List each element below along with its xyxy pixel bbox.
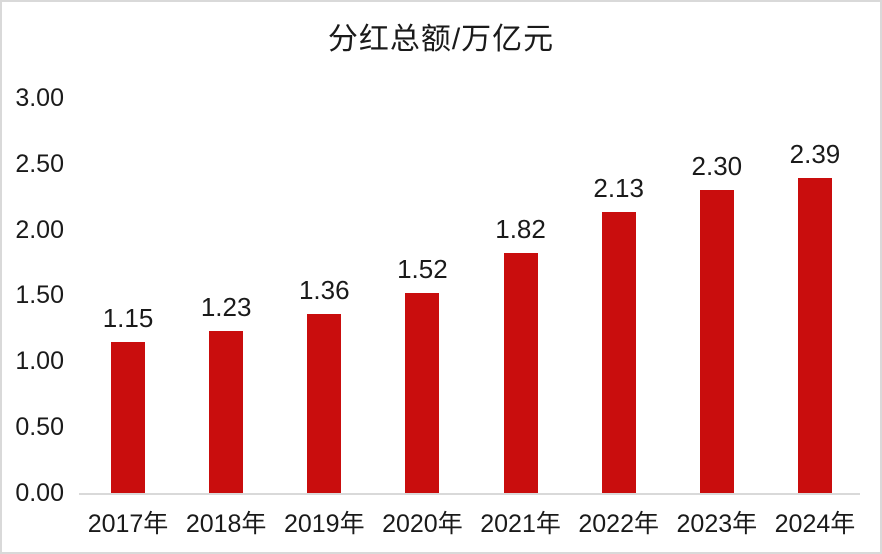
- y-axis-tick-label: 1.00: [15, 347, 64, 376]
- bar-value-label: 2.13: [593, 173, 644, 204]
- bar-value-label: 1.52: [397, 253, 448, 284]
- x-axis-line: [79, 493, 860, 495]
- y-axis-tick-label: 0.00: [15, 479, 64, 507]
- bar-2023: [699, 190, 734, 493]
- bar-2024: [797, 178, 832, 493]
- y-axis-tick-label: 3.00: [15, 83, 64, 112]
- chart-title: 分红总额/万亿元: [327, 23, 555, 56]
- bar-value-label: 2.39: [789, 139, 841, 170]
- bar-2017: [111, 341, 145, 493]
- x-axis-label: 2019年: [283, 510, 365, 538]
- y-axis-tick-label: 0.50: [15, 413, 64, 442]
- bar-value-label: 1.15: [102, 302, 154, 333]
- bar-value-label: 2.30: [691, 151, 743, 182]
- x-axis-label: 2022年: [578, 510, 659, 538]
- y-axis-tick-label: 2.50: [15, 149, 64, 178]
- bar-2019: [307, 313, 342, 493]
- y-axis-tick-label: 1.50: [15, 281, 64, 310]
- x-axis-label: 2023年: [676, 510, 758, 538]
- x-axis-label: 2020年: [382, 510, 463, 538]
- x-axis-label: 2017年: [87, 510, 169, 538]
- x-axis-label: 2021年: [480, 510, 561, 538]
- y-axis-tick-label: 2.00: [15, 215, 64, 244]
- bar-value-label: 1.82: [495, 214, 546, 245]
- x-axis-label: 2024年: [774, 510, 856, 538]
- x-axis-label: 2018年: [185, 510, 267, 538]
- bar-2021: [503, 253, 538, 493]
- bar-value-label: 1.36: [298, 274, 350, 305]
- bar-2020: [405, 292, 440, 493]
- bar-2022: [601, 212, 636, 493]
- bar-2018: [209, 331, 244, 493]
- bar-value-label: 1.23: [200, 292, 252, 322]
